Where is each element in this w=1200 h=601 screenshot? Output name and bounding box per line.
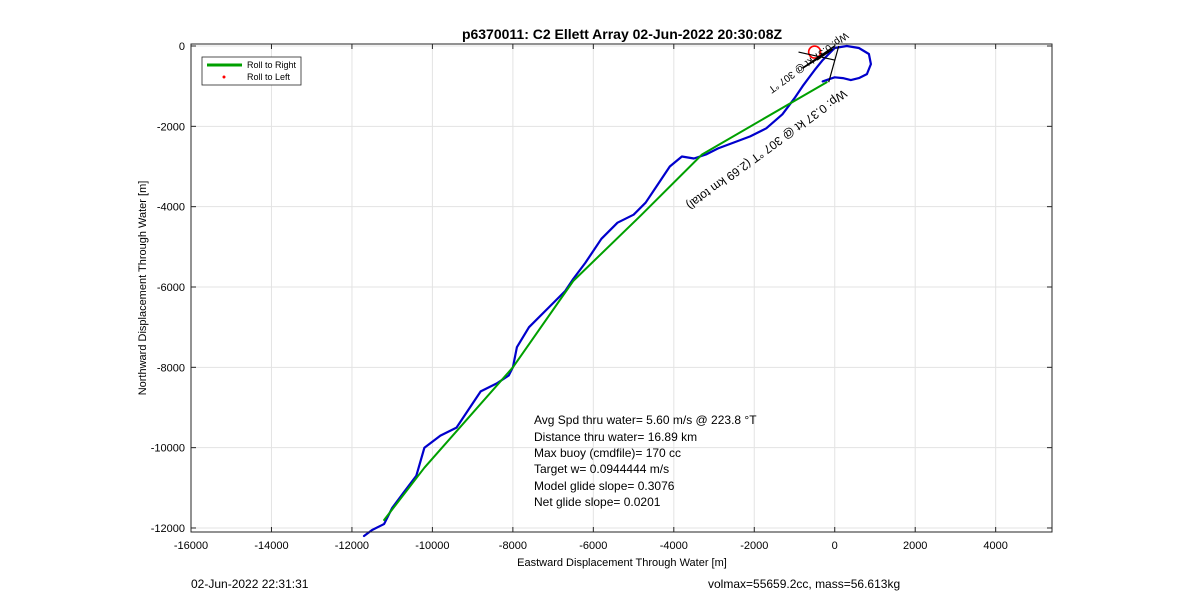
- x-tick-label: -14000: [254, 540, 288, 552]
- x-tick-label: 4000: [983, 540, 1007, 552]
- stats-text-box: Avg Spd thru water= 5.60 m/s @ 223.8 °T …: [534, 413, 757, 509]
- x-tick-label: -6000: [579, 540, 607, 552]
- net-displacement-line: [383, 81, 828, 521]
- plot-area: [191, 44, 1052, 532]
- glider-track-line: [362, 44, 873, 538]
- legend-label-roll-left: Roll to Left: [247, 72, 291, 82]
- footer-timestamp: 02-Jun-2022 22:31:31: [191, 577, 309, 591]
- plot-frame: [190, 43, 1053, 533]
- y-tick-label: -8000: [157, 362, 185, 374]
- y-tick-label: -2000: [157, 121, 185, 133]
- current-vector-arrow: [798, 51, 835, 61]
- x-tick-label: -12000: [335, 540, 369, 552]
- legend-box: [201, 56, 302, 86]
- x-tick-label: 2000: [903, 540, 927, 552]
- current-vector-arrow: [802, 48, 834, 69]
- stats-line-avg-speed: Avg Spd thru water= 5.60 m/s @ 223.8 °T: [534, 413, 757, 427]
- legend-swatch-roll-left: [222, 75, 226, 79]
- x-tick-label: -8000: [499, 540, 527, 552]
- chart-title: p6370011: C2 Ellett Array 02-Jun-2022 20…: [462, 26, 783, 42]
- stats-line-max-buoy: Max buoy (cmdfile)= 170 cc: [534, 446, 681, 460]
- x-tick-label: -2000: [740, 540, 768, 552]
- y-tick-label: -6000: [157, 282, 185, 294]
- x-tick-label: -10000: [415, 540, 449, 552]
- stats-line-target-w: Target w= 0.0944444 m/s: [534, 462, 669, 476]
- y-tick-label: 0: [179, 41, 185, 53]
- stats-line-net-glide: Net glide slope= 0.0201: [534, 495, 661, 509]
- stats-line-distance: Distance thru water= 16.89 km: [534, 430, 697, 444]
- legend-label-roll-right: Roll to Right: [247, 60, 297, 70]
- y-axis-label: Northward Displacement Through Water [m]: [137, 181, 149, 396]
- current-position-marker: [807, 45, 822, 59]
- y-tick-label: -4000: [157, 202, 185, 214]
- y-tick-label: -12000: [151, 523, 185, 535]
- legend: Roll to Right Roll to Left: [201, 56, 302, 86]
- y-tick-group: 0 -2000 -4000 -6000 -8000 -10000 -12000: [151, 41, 1052, 535]
- x-axis-label: Eastward Displacement Through Water [m]: [517, 557, 727, 569]
- footer-volmax-mass: volmax=55659.2cc, mass=56.613kg: [708, 577, 901, 591]
- stats-line-model-glide: Model glide slope= 0.3076: [534, 479, 675, 493]
- x-tick-label: 0: [832, 540, 838, 552]
- y-tick-label: -10000: [151, 443, 185, 455]
- x-tick-label: -16000: [174, 540, 208, 552]
- x-tick-group: -16000 -14000 -12000 -10000 -8000 -6000 -4000 -…: [174, 44, 1008, 552]
- current-vector-arrow: [828, 45, 840, 83]
- series-group: [362, 44, 873, 538]
- x-tick-label: -4000: [660, 540, 688, 552]
